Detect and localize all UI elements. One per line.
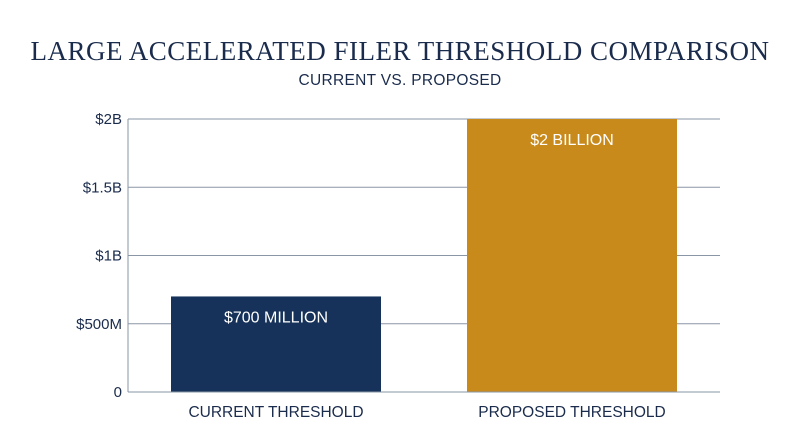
chart-title: LARGE ACCELERATED FILER THRESHOLD COMPAR… bbox=[30, 36, 770, 66]
y-tick-label-0: 0 bbox=[114, 384, 122, 401]
bar-1 bbox=[467, 119, 677, 392]
y-tick-label-4: $2B bbox=[95, 111, 122, 128]
y-tick-label-1: $500M bbox=[76, 316, 122, 333]
y-tick-label-3: $1.5B bbox=[83, 179, 122, 196]
x-tick-label-1: PROPOSED THRESHOLD bbox=[478, 404, 665, 421]
data-label-0: $700 MILLION bbox=[224, 309, 328, 326]
chart-subtitle: CURRENT VS. PROPOSED bbox=[298, 72, 502, 89]
y-tick-label-2: $1B bbox=[95, 248, 122, 265]
data-label-1: $2 BILLION bbox=[530, 132, 614, 149]
x-tick-label-0: CURRENT THRESHOLD bbox=[188, 404, 363, 421]
bar-0 bbox=[171, 296, 381, 392]
